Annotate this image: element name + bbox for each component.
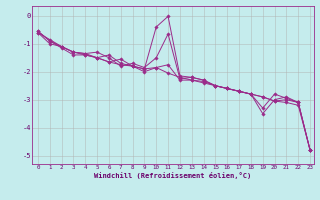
X-axis label: Windchill (Refroidissement éolien,°C): Windchill (Refroidissement éolien,°C): [94, 172, 252, 179]
